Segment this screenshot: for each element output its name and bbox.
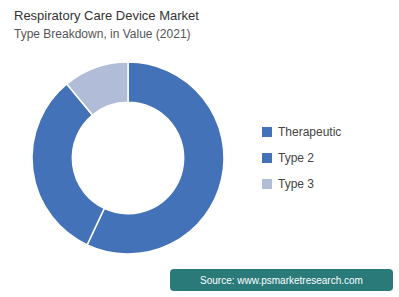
legend-swatch [262,127,272,137]
slice [67,62,128,115]
legend-label: Type 2 [278,151,314,165]
annotation: Source: www.psmarketresearch.com [170,269,393,291]
legend-item: Type 3 [262,177,314,191]
title: Respiratory Care Device Market [14,8,199,23]
legend-swatch [262,179,272,189]
legend-swatch [262,153,272,163]
legend-label: Therapeutic [278,125,341,139]
legend-label: Type 3 [278,177,314,191]
subtitle: Type Breakdown, in Value (2021) [14,27,191,41]
annotation-box [170,269,393,291]
legend: Therapeutic Type 2 Type 3 [262,125,341,191]
legend-item: Therapeutic [262,125,341,139]
annotation-text: Source: www.psmarketresearch.com [200,275,363,286]
chart: Respiratory Care Device Market Type Break… [0,0,399,297]
donut [32,62,224,254]
title-group: Respiratory Care Device Market Type Break… [14,8,199,41]
legend-item: Type 2 [262,151,314,165]
